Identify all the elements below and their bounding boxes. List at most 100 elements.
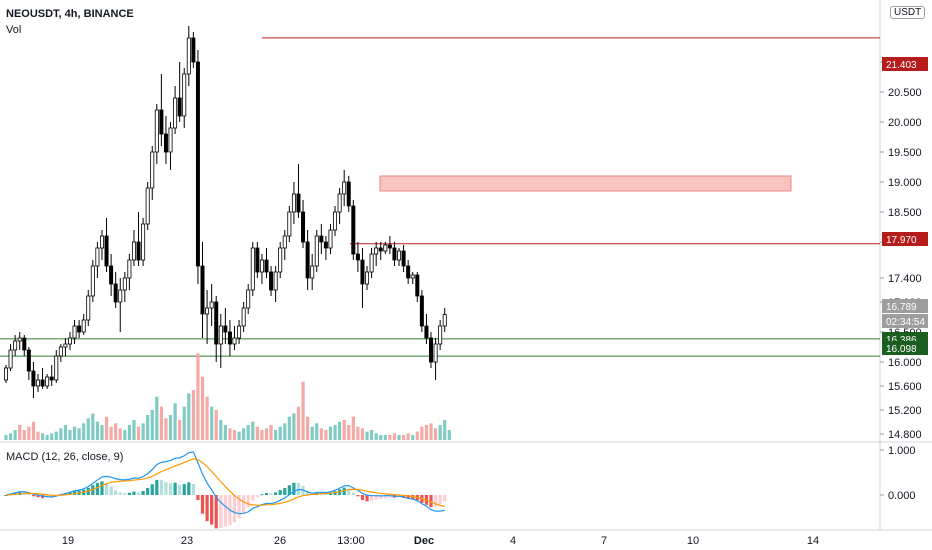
candle-body <box>214 301 219 345</box>
volume-bar <box>155 396 159 440</box>
candle-body <box>109 265 114 285</box>
macd-histogram-bar <box>159 479 163 495</box>
candle-body <box>351 205 356 255</box>
candle-body <box>177 97 182 117</box>
macd-histogram-bar <box>232 495 237 523</box>
volume-bar <box>296 406 301 440</box>
macd-histogram-bar <box>210 495 214 525</box>
macd-label: MACD (12, 26, close, 9) <box>6 451 124 463</box>
macd-histogram-bar <box>123 493 127 495</box>
volume-bar <box>168 415 173 440</box>
volume-bar <box>443 420 447 440</box>
candle-body <box>99 235 104 249</box>
candle-body <box>45 376 50 387</box>
candle-body <box>383 244 388 252</box>
candle-body <box>127 259 132 279</box>
candle-body <box>406 265 411 279</box>
macd-histogram-bar <box>351 492 355 495</box>
volume-bar <box>159 406 163 440</box>
macd-histogram-bar <box>114 490 118 495</box>
candle-body <box>182 73 187 117</box>
candle-body <box>419 295 424 327</box>
macd-histogram-bar <box>191 483 195 495</box>
volume-bar <box>104 416 109 440</box>
volume-bar <box>397 435 401 440</box>
volume-bar <box>232 430 237 440</box>
candle-body <box>232 337 237 345</box>
price-tick-label: 20.000 <box>888 117 922 129</box>
macd-histogram-bar <box>287 485 291 495</box>
macd-histogram-bar <box>168 483 173 495</box>
candle-body <box>67 337 72 345</box>
volume-bar <box>333 425 337 440</box>
candle-body <box>49 376 54 381</box>
volume-bar <box>401 435 406 440</box>
candle-body <box>305 241 310 279</box>
macd-histogram-bar <box>182 484 186 495</box>
candle-body <box>154 109 159 153</box>
macd-histogram-bar <box>370 495 374 501</box>
volume-bar <box>411 435 415 440</box>
volume-bar <box>264 428 269 440</box>
candle-body <box>442 314 447 327</box>
candle-body <box>81 319 86 333</box>
candle-body <box>337 193 342 213</box>
currency-badge[interactable]: USDT <box>890 6 926 19</box>
volume-bar <box>210 406 214 440</box>
candle-body <box>131 241 136 261</box>
macd-histogram-bar <box>269 493 273 495</box>
volume-bar <box>82 423 86 440</box>
volume-bar <box>342 420 346 440</box>
macd-histogram-bar <box>242 495 246 514</box>
macd-histogram-bar <box>223 495 227 527</box>
volume-bar <box>360 428 365 440</box>
candle-body <box>328 229 333 249</box>
volume-bar <box>191 390 195 440</box>
macd-histogram-bar <box>324 493 328 495</box>
macd-histogram-bar <box>72 490 77 495</box>
volume-bar <box>406 433 410 440</box>
volume-bar <box>45 435 49 440</box>
macd-histogram-bar <box>164 482 168 495</box>
volume-bar <box>118 428 122 440</box>
macd-histogram-bar <box>433 495 438 507</box>
price-tag-label: 16.386 <box>886 335 917 346</box>
candle-body <box>323 241 328 249</box>
macd-histogram-bar <box>173 482 177 495</box>
macd-histogram-bar <box>237 495 241 519</box>
volume-bar <box>324 430 328 440</box>
macd-histogram-bar <box>306 490 310 495</box>
price-tag-label: 21.403 <box>886 60 917 71</box>
candle-body <box>122 277 127 291</box>
price-tag <box>882 232 928 246</box>
volume-bar <box>205 396 209 440</box>
macd-histogram-bar <box>155 479 159 495</box>
macd-histogram-bar <box>379 495 383 499</box>
volume-bar <box>420 426 424 440</box>
price-tag-label: 17.970 <box>886 235 917 246</box>
volume-bar <box>370 430 374 440</box>
candle-body <box>159 109 164 135</box>
macd-histogram-bar <box>118 492 122 495</box>
macd-histogram-bar <box>146 488 150 495</box>
volume-bar <box>356 426 360 440</box>
volume-bar <box>136 426 141 440</box>
volume-bar <box>301 381 305 440</box>
price-tick-label: 20.500 <box>888 87 922 99</box>
macd-histogram-bar <box>196 495 200 501</box>
volume-bar <box>447 430 451 440</box>
price-tick-label: 14.800 <box>888 429 922 441</box>
candle-body <box>227 331 232 345</box>
candle-body <box>223 325 228 333</box>
volume-bar <box>415 431 419 440</box>
macd-histogram-bar <box>13 492 17 495</box>
candle-body <box>168 127 173 153</box>
candle-body <box>278 247 283 273</box>
macd-histogram-bar <box>246 495 250 508</box>
time-tick-label: 10 <box>687 535 699 547</box>
volume-bar <box>255 426 259 440</box>
volume-bar <box>187 393 191 440</box>
macd-histogram-bar <box>127 492 131 495</box>
candle-body <box>255 247 260 273</box>
